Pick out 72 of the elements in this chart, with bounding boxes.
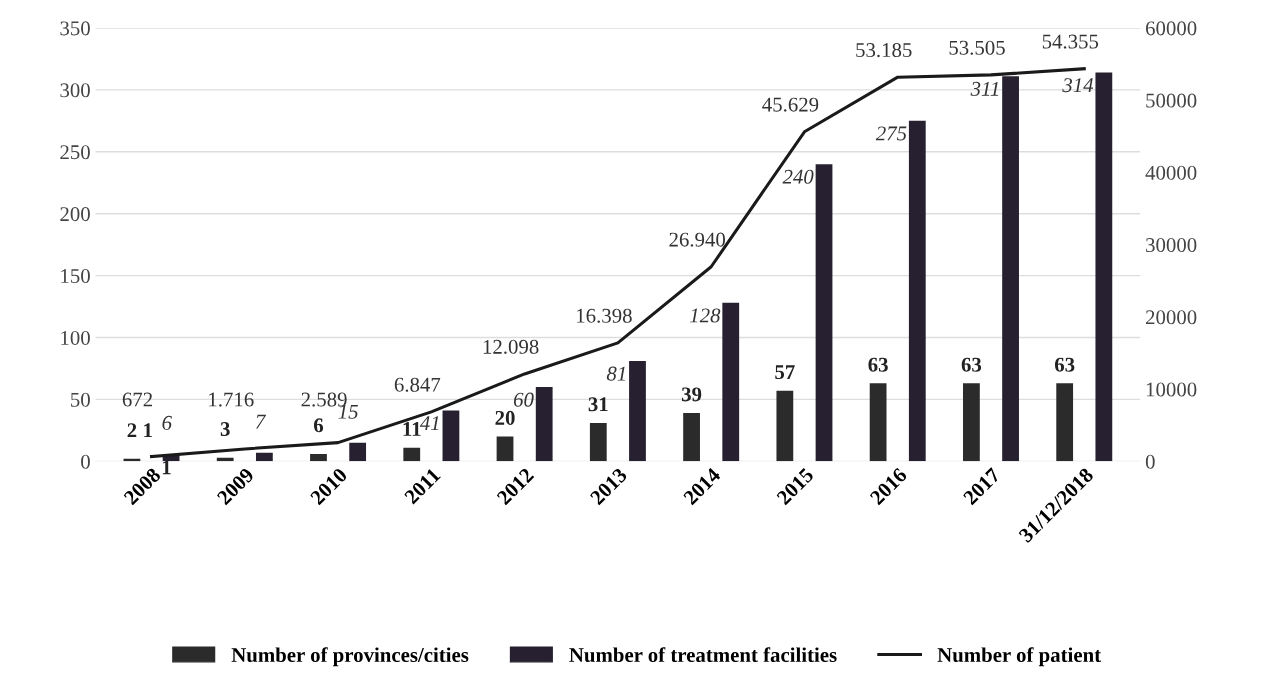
data-label: 7	[256, 414, 267, 429]
data-label: 12.098	[483, 339, 539, 354]
bar	[815, 164, 833, 462]
bar	[496, 436, 514, 462]
bar	[349, 442, 367, 462]
bar	[1002, 76, 1019, 462]
bar	[629, 361, 646, 462]
bar	[1056, 383, 1074, 462]
data-label: 240	[782, 169, 814, 184]
y2-tick-label: 10000	[1146, 382, 1197, 397]
data-label: 31	[588, 397, 608, 412]
bar	[776, 390, 794, 462]
data-label: 60	[513, 392, 534, 407]
y2-tick-label: 0	[1145, 454, 1155, 469]
data-label: 26.940	[669, 232, 726, 247]
bar	[683, 413, 700, 462]
bar	[589, 422, 607, 462]
data-label: 81	[606, 366, 625, 381]
y2-tick-label: 20000	[1146, 310, 1197, 325]
data-label: 53.185	[856, 43, 912, 58]
bar	[722, 302, 740, 462]
legend-label: Number of patient	[937, 647, 1102, 667]
data-label: 128	[689, 308, 721, 323]
bar	[255, 452, 273, 462]
data-label: 6.847	[394, 377, 441, 392]
y2-tick-label: 40000	[1145, 165, 1197, 180]
bar	[1095, 72, 1113, 462]
data-label: 2.589	[301, 392, 347, 407]
data-label: 311	[970, 81, 999, 96]
data-label: 63	[868, 357, 888, 372]
y-tick-label: 100	[61, 330, 90, 345]
y-tick-label: 0	[81, 454, 90, 469]
data-label: 1.716	[209, 392, 254, 407]
data-label: 6	[313, 418, 324, 433]
y2-tick-label: 60000	[1145, 21, 1197, 36]
data-label: 41	[419, 416, 439, 430]
legend-label: Number of provinces/cities	[231, 647, 469, 667]
y-tick-label: 300	[60, 83, 90, 98]
y-tick-label: 350	[60, 21, 90, 36]
data-label: 314	[1062, 78, 1094, 93]
y2-tick-label: 30000	[1146, 238, 1197, 253]
data-label: 6	[162, 415, 172, 430]
y-tick-label: 250	[60, 145, 90, 160]
data-label: 2	[127, 423, 137, 438]
data-label: 16.398	[577, 308, 632, 323]
data-label: 63	[961, 357, 982, 372]
bar	[403, 447, 421, 462]
data-label: 54.355	[1042, 34, 1099, 49]
data-label: 45.629	[762, 97, 819, 112]
annotation: 1	[162, 460, 171, 475]
data-label: 3	[220, 422, 230, 437]
annotation: 1	[144, 423, 152, 438]
bar	[869, 383, 887, 462]
data-label: 11	[403, 422, 421, 436]
data-label: 63	[1054, 357, 1075, 372]
data-label: 20	[495, 410, 515, 425]
bar	[310, 453, 327, 462]
legend-label: Number of treatment facilities	[569, 647, 837, 663]
data-label: 53.505	[949, 40, 1005, 55]
bar	[442, 410, 460, 462]
data-label: 275	[875, 126, 907, 141]
data-label: 672	[122, 392, 152, 407]
y-tick-label: 150	[61, 268, 90, 284]
bar	[908, 120, 926, 462]
data-label: 57	[775, 365, 795, 380]
bar	[535, 387, 553, 462]
data-label: 39	[681, 387, 702, 402]
bar	[963, 383, 980, 462]
data-label: 15	[338, 404, 358, 419]
y2-tick-label: 50000	[1146, 93, 1197, 108]
y-tick-label: 50	[71, 392, 90, 407]
y-tick-label: 200	[60, 207, 90, 222]
